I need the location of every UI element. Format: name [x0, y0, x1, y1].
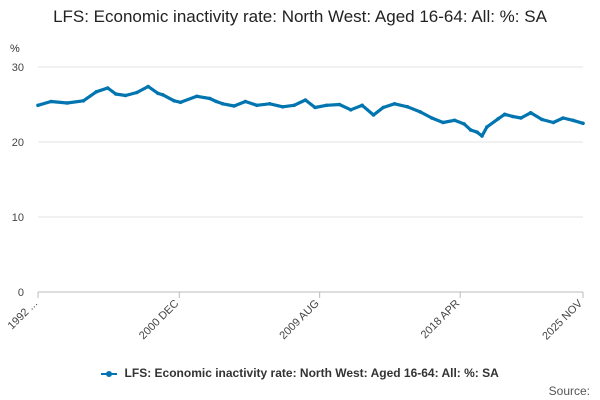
data-point	[485, 125, 489, 129]
data-point	[430, 116, 434, 120]
data-point	[462, 122, 467, 126]
data-point	[581, 121, 585, 126]
data-point	[468, 128, 473, 132]
data-point	[540, 117, 544, 122]
data-point	[528, 111, 533, 115]
data-point	[208, 96, 212, 101]
data-point	[65, 101, 69, 105]
source-label: Source:	[548, 384, 590, 398]
data-point	[337, 102, 342, 107]
x-tick-label-2: 2009 AUG	[277, 298, 321, 342]
y-tick-label-30: 30	[12, 62, 24, 74]
data-point	[313, 105, 317, 110]
legend-label: LFS: Economic inactivity rate: North Wes…	[124, 366, 499, 380]
x-tick-label-3: 2018 APR	[419, 298, 463, 342]
data-point	[392, 102, 397, 106]
data-point	[94, 90, 99, 94]
data-point	[146, 84, 150, 89]
data-point	[441, 120, 445, 125]
data-point	[303, 98, 308, 102]
data-point	[280, 105, 285, 109]
data-point	[36, 103, 40, 108]
data-point	[156, 91, 160, 96]
data-point	[371, 113, 376, 117]
data-point	[502, 112, 507, 117]
y-tick-label-0: 0	[18, 287, 24, 299]
data-point	[114, 92, 118, 96]
data-point	[214, 99, 219, 104]
data-point	[267, 102, 272, 106]
x-tick-label-1: 2000 DEC	[137, 298, 181, 342]
data-point	[81, 99, 86, 103]
data-point	[243, 99, 248, 104]
legend-swatch	[101, 370, 118, 377]
data-point	[292, 103, 296, 108]
data-point	[496, 117, 501, 121]
data-point	[561, 116, 565, 120]
data-point	[475, 130, 480, 134]
data-point	[571, 118, 575, 123]
data-point	[135, 90, 139, 95]
data-point	[551, 120, 556, 125]
data-point	[232, 104, 236, 108]
data-point	[254, 103, 259, 108]
data-point	[381, 105, 386, 110]
series-layer	[36, 84, 585, 138]
data-point	[161, 93, 165, 97]
x-tick-label-4: 2025 NOV	[540, 297, 585, 342]
data-point	[195, 94, 199, 99]
data-point	[172, 99, 176, 103]
series-line-0	[36, 84, 585, 138]
x-tick-label-0: 1992 ...	[6, 298, 40, 332]
data-point	[49, 99, 53, 104]
y-tick-label-10: 10	[12, 212, 24, 224]
data-point	[511, 114, 515, 119]
y-axis-label: %	[10, 43, 20, 55]
data-point	[220, 102, 225, 106]
data-point	[324, 103, 329, 108]
data-point	[405, 105, 410, 109]
data-point	[105, 86, 110, 90]
data-point	[418, 110, 423, 114]
chart-title: LFS: Economic inactivity rate: North Wes…	[53, 7, 547, 26]
data-point	[360, 103, 364, 108]
data-point	[349, 108, 353, 112]
data-point	[123, 93, 128, 98]
data-point	[452, 118, 457, 123]
gridlines	[38, 66, 583, 293]
data-point	[480, 134, 484, 138]
data-point	[178, 100, 183, 105]
legend[interactable]: LFS: Economic inactivity rate: North Wes…	[0, 366, 600, 380]
y-tick-label-20: 20	[12, 137, 24, 149]
data-point	[519, 116, 523, 120]
